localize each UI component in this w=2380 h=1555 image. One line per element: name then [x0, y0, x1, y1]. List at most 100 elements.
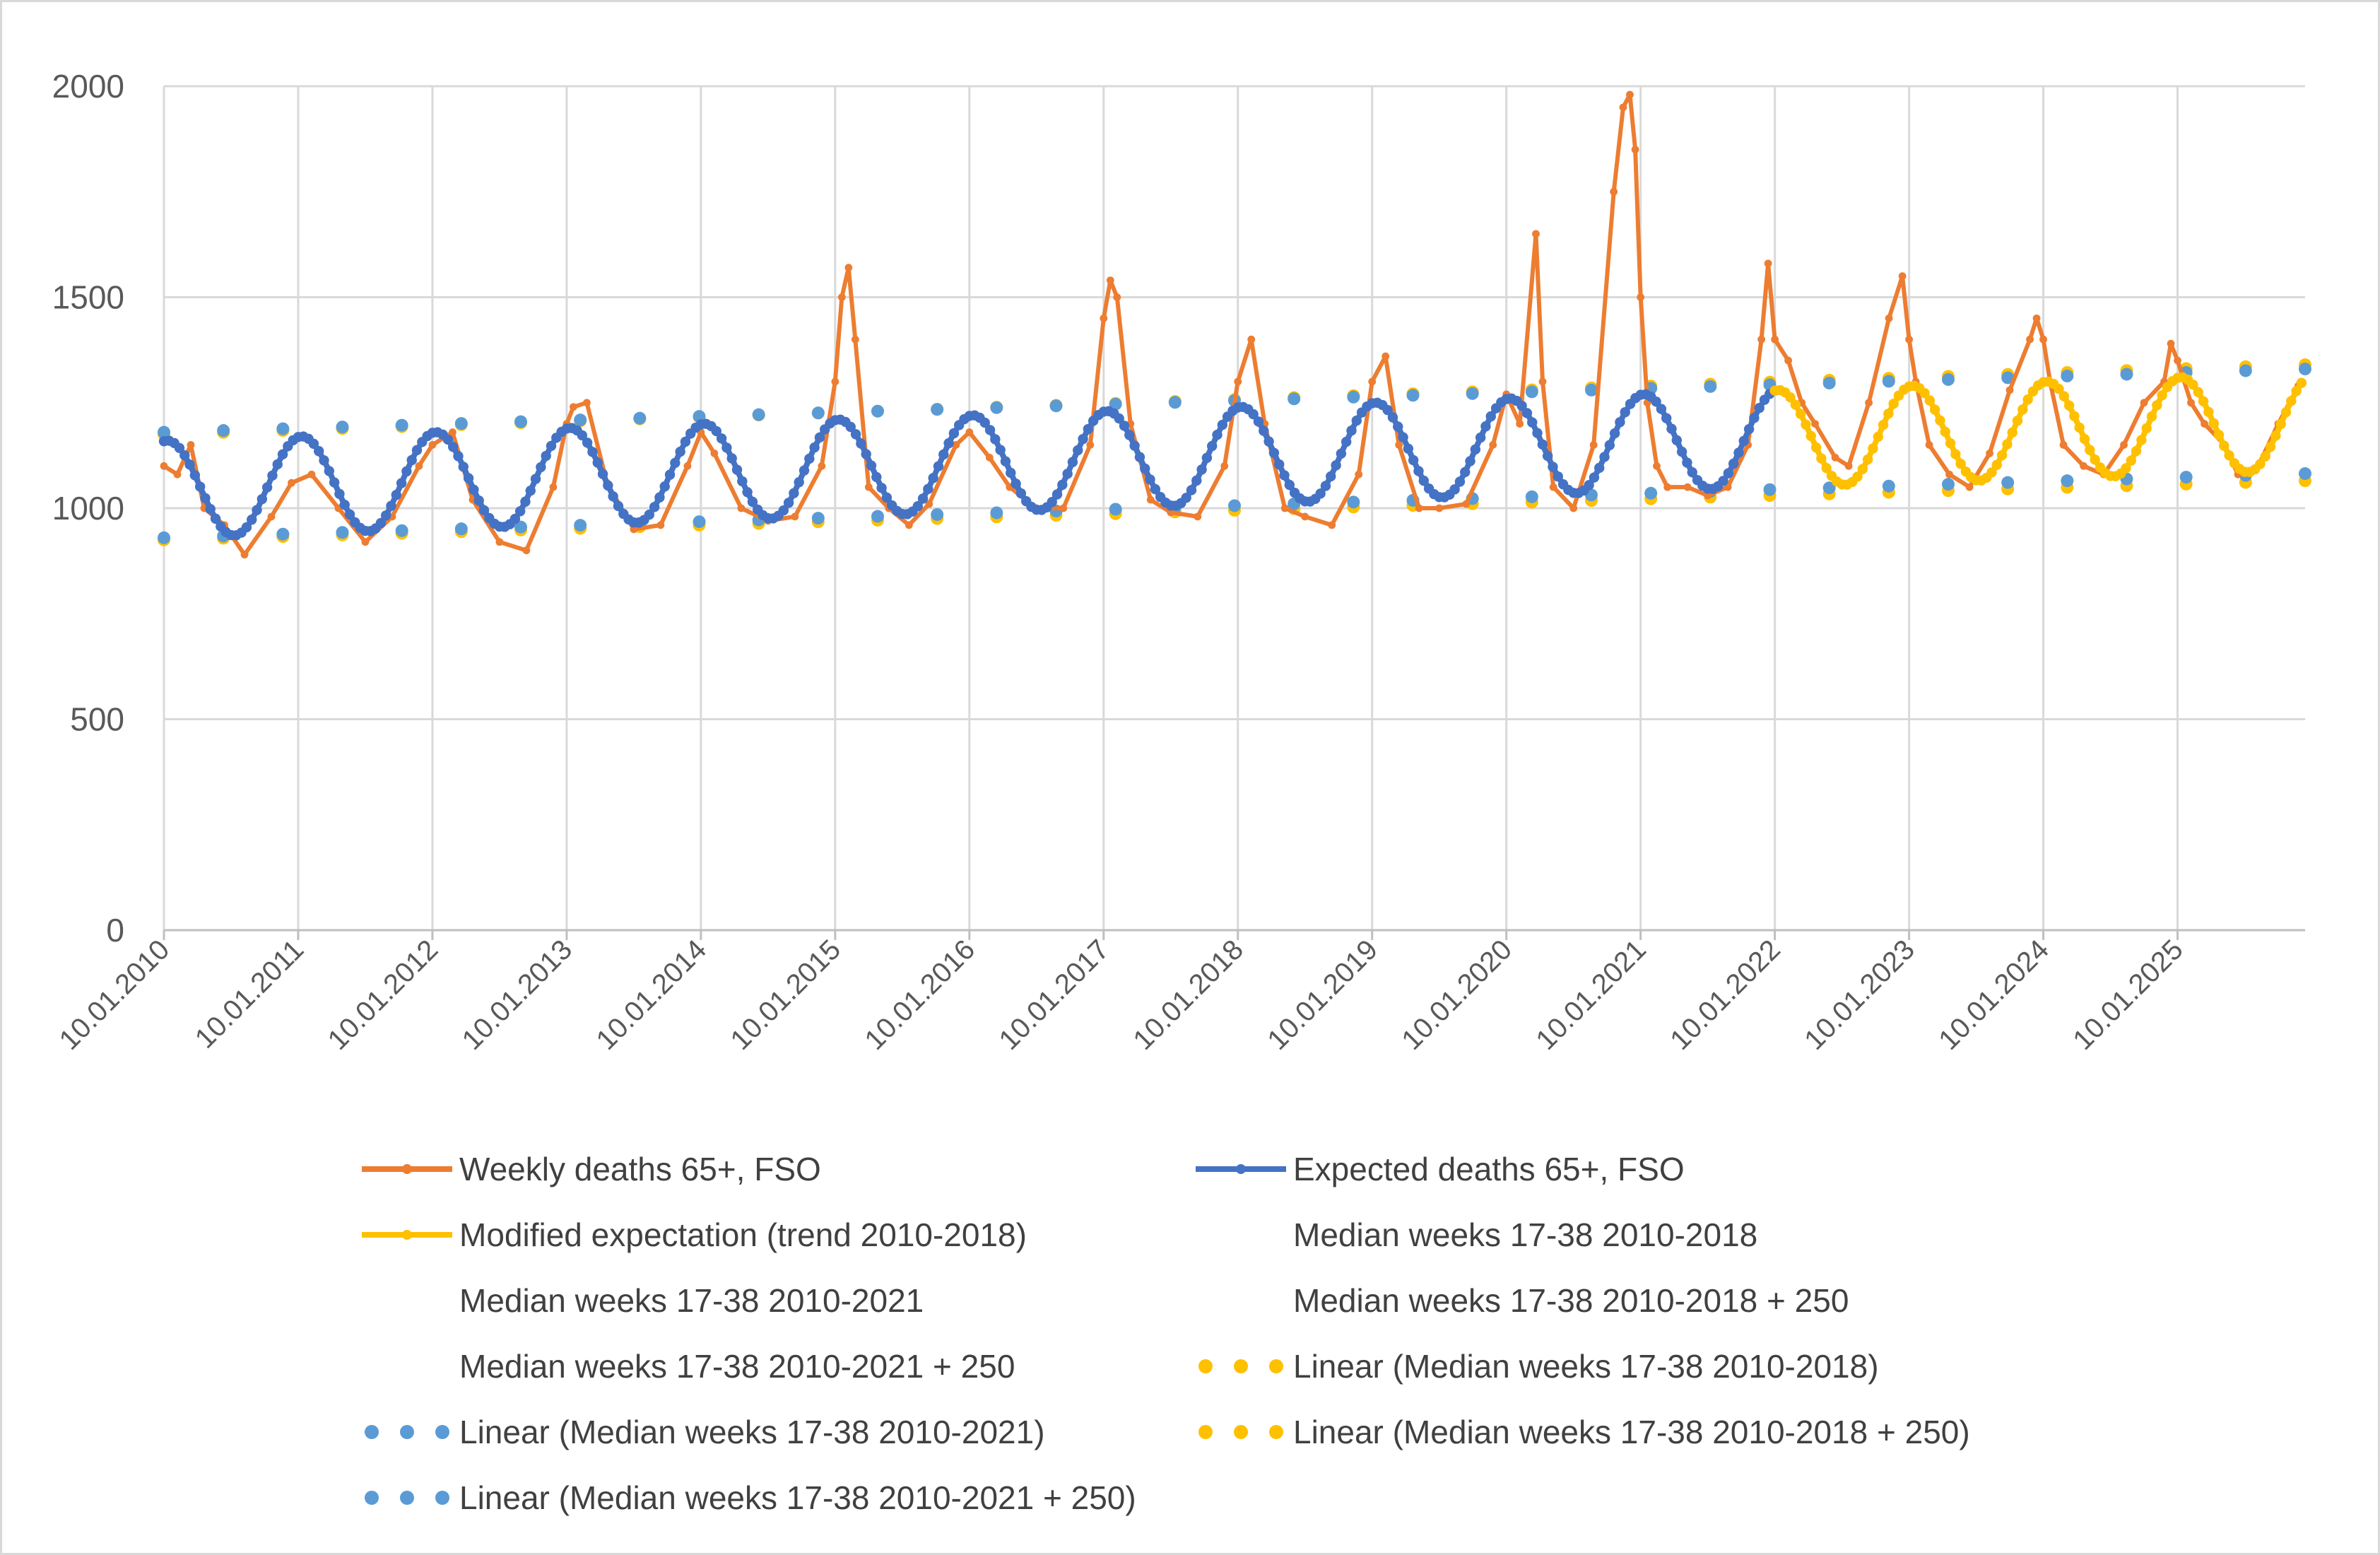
- trendline-point: [1049, 399, 1063, 413]
- legend-swatch-dot: [435, 1491, 449, 1505]
- expected-deaths-point: [1661, 413, 1672, 423]
- expected-deaths-point: [1532, 428, 1543, 438]
- trendline-point: [1288, 392, 1301, 406]
- x-tick-label: 10.01.2017: [993, 934, 1115, 1056]
- weekly-deaths-point: [2026, 335, 2034, 344]
- weekly-deaths-point: [965, 428, 974, 436]
- expected-deaths-point: [587, 447, 598, 457]
- modified-expectation-point: [1805, 430, 1816, 442]
- expected-deaths-point: [1470, 444, 1481, 455]
- weekly-deaths-point: [1059, 504, 1068, 512]
- expected-deaths-point: [680, 436, 691, 447]
- expected-deaths-point: [344, 509, 355, 520]
- modified-expectation-point: [2255, 459, 2266, 469]
- expected-deaths-point: [1537, 439, 1548, 450]
- trendline-point: [931, 508, 944, 522]
- expected-deaths-point: [1403, 443, 1414, 454]
- legend-label: Median weeks 17-38 2010-2021: [459, 1282, 924, 1319]
- weekly-deaths-point: [2167, 339, 2175, 348]
- expected-deaths-point: [871, 471, 882, 483]
- legend-entry: Median weeks 17-38 2010-2021 + 250: [459, 1348, 1015, 1385]
- modified-expectation-point: [1878, 419, 1889, 430]
- trendline-point: [2001, 371, 2015, 385]
- weekly-deaths-point: [522, 546, 531, 555]
- weekly-deaths-point: [307, 470, 316, 479]
- legend-swatch-dot: [400, 1425, 414, 1439]
- expected-deaths-point: [1248, 409, 1259, 420]
- weekly-deaths-point: [851, 335, 859, 344]
- expected-deaths-point: [1207, 440, 1218, 452]
- weekly-deaths-point: [683, 462, 692, 470]
- modified-expectation-point: [2270, 430, 2281, 441]
- trendline-point: [336, 526, 349, 539]
- expected-deaths-point: [1754, 402, 1765, 413]
- expected-deaths-point: [742, 487, 753, 498]
- expected-deaths-point: [1666, 423, 1677, 434]
- expected-deaths-point: [1449, 484, 1460, 495]
- expected-deaths-point: [509, 513, 521, 524]
- expected-deaths-point: [1485, 411, 1496, 422]
- legend-swatch-dot: [365, 1425, 379, 1439]
- expected-deaths-point: [938, 449, 949, 460]
- x-tick-label: 10.01.2020: [1396, 934, 1518, 1056]
- weekly-deaths-point: [1220, 462, 1229, 470]
- trendline-point: [395, 418, 408, 432]
- expected-deaths-point: [1382, 404, 1393, 416]
- expected-deaths-point: [1718, 476, 1728, 486]
- weekly-deaths-point: [1194, 512, 1202, 521]
- expected-deaths-point: [1589, 472, 1600, 483]
- expected-deaths-point: [866, 460, 877, 471]
- expected-deaths-point: [1387, 412, 1398, 423]
- expected-deaths-point: [979, 417, 990, 428]
- weekly-deaths-point: [2059, 441, 2068, 449]
- legend-entry: Linear (Median weeks 17-38 2010-2018 + 2…: [1198, 1414, 1970, 1450]
- legend-swatch-marker: [402, 1230, 412, 1240]
- expected-deaths-point: [1186, 485, 1197, 495]
- weekly-deaths-point: [1355, 470, 1363, 479]
- expected-deaths-point: [1279, 470, 1290, 481]
- legend-swatch-dot: [1198, 1359, 1213, 1373]
- expected-deaths-point: [726, 453, 737, 464]
- modified-expectation-point: [2291, 386, 2302, 397]
- expected-deaths-point: [1078, 433, 1088, 445]
- expected-deaths-point: [442, 434, 454, 445]
- trendline-point: [752, 408, 765, 421]
- modified-expectation-point: [2085, 445, 2095, 455]
- x-tick-label: 10.01.2018: [1127, 934, 1249, 1056]
- modified-expectation-point: [2296, 377, 2307, 388]
- weekly-deaths-point: [2201, 420, 2208, 428]
- expected-deaths-point: [375, 517, 387, 529]
- expected-deaths-point: [861, 449, 871, 459]
- legend-label: Expected deaths 65+, FSO: [1293, 1151, 1685, 1187]
- modified-expectation-point: [2079, 433, 2090, 445]
- modified-expectation-point: [2188, 380, 2198, 390]
- expected-deaths-point: [1682, 457, 1692, 468]
- expected-deaths-point: [1728, 458, 1739, 469]
- expected-deaths-point: [1006, 467, 1016, 479]
- trendline-point: [633, 411, 647, 425]
- legend-entry: Median weeks 17-38 2010-2021: [459, 1282, 924, 1319]
- expected-deaths-point: [912, 501, 923, 512]
- legend: Weekly deaths 65+, FSO Expected deaths 65…: [362, 1151, 1970, 1516]
- modified-expectation-point: [1857, 464, 1868, 474]
- y-tick-label: 1000: [52, 490, 124, 527]
- expected-deaths-point: [257, 493, 268, 505]
- expected-deaths-point: [995, 445, 1006, 455]
- modified-expectation-point: [2157, 390, 2167, 401]
- weekly-deaths-point: [1234, 377, 1242, 386]
- weekly-deaths-point: [415, 462, 423, 470]
- legend-entry: Linear (Median weeks 17-38 2010-2021): [365, 1414, 1045, 1450]
- legend-entry: Modified expectation (trend 2010-2018): [362, 1216, 1027, 1253]
- trendline-point: [217, 424, 230, 438]
- expected-deaths-point: [1119, 421, 1130, 431]
- trendline-point: [395, 524, 408, 537]
- expected-deaths-point: [1460, 466, 1471, 478]
- expected-deaths-point: [1594, 462, 1605, 474]
- expected-deaths-point: [453, 451, 464, 462]
- weekly-deaths-point: [173, 470, 182, 479]
- expected-deaths-point: [799, 465, 810, 476]
- expected-deaths-point: [447, 442, 459, 452]
- expected-deaths-point: [613, 500, 624, 512]
- expected-deaths-point: [1011, 479, 1021, 489]
